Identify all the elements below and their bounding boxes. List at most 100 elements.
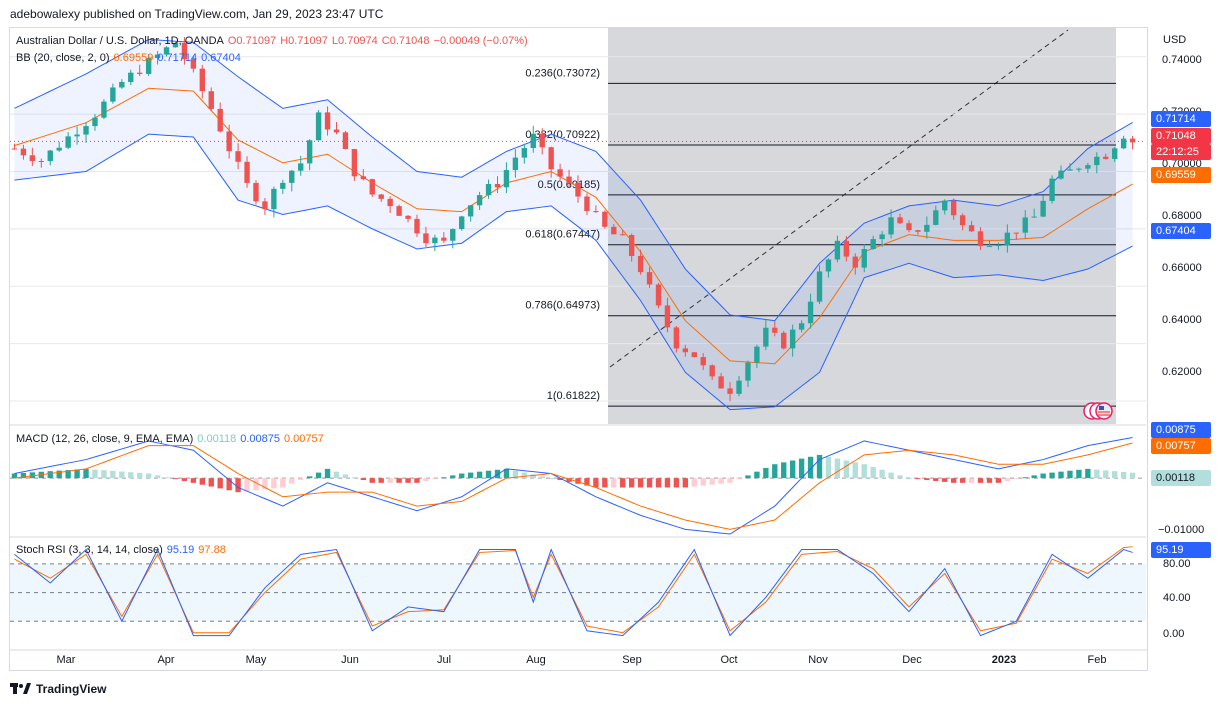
macd-histogram-bar [235,478,241,493]
candle-body [557,169,563,177]
price-tick: 0.64000 [1162,314,1202,326]
candle-body [745,362,751,381]
candle-body [441,237,447,241]
candle-body [423,233,429,244]
candle-body [378,194,384,199]
stoch-k-tag: 95.19 [1151,542,1211,558]
macd-histogram-bar [781,462,787,479]
bb-upper-value: 0.71714 [157,52,198,64]
macd-histogram-bar [128,472,134,479]
macd-histogram-bar [387,478,393,483]
candle-body [154,54,161,59]
macd-histogram-bar [709,478,715,485]
macd-histogram-bar [584,478,590,486]
macd-histogram-bar [933,478,939,481]
macd-line-tag: 0.00875 [1151,422,1211,438]
macd-histogram-bar [467,472,474,479]
price-tick: 0.68000 [1162,210,1202,222]
candle-body [1067,169,1073,171]
bb-lower-tag: 0.67404 [1151,223,1211,239]
candle-body [65,136,71,148]
candle-body [593,211,599,213]
macd-histogram-bar [441,477,447,479]
candle-body [226,131,232,152]
candle-body [467,205,474,217]
macd-histogram-bar [789,460,796,479]
bb-fill [14,39,1133,410]
time-axis-label: May [246,654,267,666]
candle-body [664,305,671,328]
candle-body [539,133,545,148]
candle-body [181,42,188,60]
candle-body [906,223,912,231]
candle-body [1076,168,1082,170]
macd-histogram-bar [423,478,429,481]
macd-histogram-bar [163,477,170,479]
candle-body [83,126,89,135]
us-flag-icon[interactable] [1082,401,1116,421]
macd-histogram-bar [315,472,322,479]
ohlc-close: C0.71048 [381,35,430,47]
stoch-tick: 0.00 [1163,628,1185,640]
macd-histogram-bar [816,454,823,479]
macd-histogram-bar [557,478,563,481]
macd-histogram-bar [1112,471,1118,479]
candle-body [244,161,250,183]
ohlc-open: O0.71097 [227,35,277,47]
candle-body [611,226,617,235]
candle-body [414,218,420,234]
macd-histogram-bar [298,478,304,481]
macd-histogram-bar [548,478,554,480]
macd-histogram-bar [1120,471,1127,479]
macd-histogram-bar [664,478,671,488]
candle-body [816,271,823,302]
stoch-tick: 80.00 [1163,558,1191,570]
macd-hist-value: 0.00118 [197,433,237,445]
candle-body [888,217,894,235]
candle-body [450,229,456,241]
macd-histogram-bar [897,475,903,479]
candle-body [503,170,510,188]
ohlc-high: H0.71097 [280,35,328,47]
macd-histogram-bar [1094,469,1100,479]
candle-body [512,157,519,171]
currency-label: USD [1163,34,1187,46]
macd-histogram-bar [942,478,948,482]
macd-histogram-bar [137,472,143,479]
candle-body [298,163,304,171]
footer-brand[interactable]: TradingView [10,682,106,696]
candle-body [271,188,277,210]
publisher-line: adebowalexy published on TradingView.com… [10,7,384,21]
candle-body [628,235,635,256]
candle-body [289,170,295,183]
tradingview-logo-icon [10,683,31,694]
macd-histogram-bar [1067,470,1073,479]
candle-body [190,59,197,69]
macd-histogram-bar [637,478,644,488]
candle-body [494,184,501,188]
macd-tick: −0.01000 [1158,524,1205,536]
grid [10,56,1146,402]
time-axis: Mar Apr May Jun Jul Aug Sep Oct Nov Dec 2023 Feb [10,649,1148,666]
stoch-rsi-pane [10,546,1146,637]
plot-area[interactable] [9,27,1148,671]
candle-body [208,91,214,109]
macd-histogram-bar [763,467,769,479]
macd-histogram-bar [289,478,295,484]
macd-histogram-bar [530,474,536,479]
macd-histogram-bar [110,470,116,479]
macd-histogram-bar [1076,469,1082,479]
macd-histogram-bar [20,472,27,479]
candle-body [1022,217,1028,233]
macd-legend: MACD (12, 26, close, 9, EMA, EMA) 0.00118… [16,433,328,445]
candle-body [387,198,393,207]
candle-body [137,72,143,74]
candle-body [1094,156,1100,166]
candle-body [933,210,939,225]
macd-histogram-bar [262,478,268,490]
candle-body [870,239,876,250]
macd-histogram-bar [432,478,438,480]
macd-histogram-bar [414,478,420,483]
time-axis-label: Oct [720,654,737,666]
